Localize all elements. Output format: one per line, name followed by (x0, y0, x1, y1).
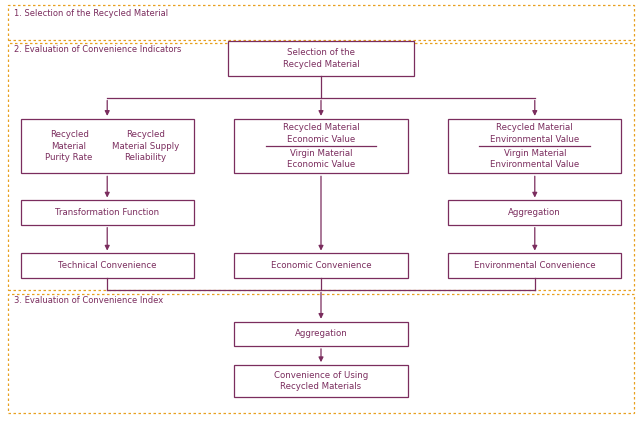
FancyBboxPatch shape (234, 365, 408, 397)
Text: Recycled
Material
Purity Rate: Recycled Material Purity Rate (46, 131, 92, 162)
FancyBboxPatch shape (21, 253, 194, 278)
Text: Recycled
Material Supply
Reliability: Recycled Material Supply Reliability (112, 131, 179, 162)
Text: 1. Selection of the Recycled Material: 1. Selection of the Recycled Material (14, 9, 168, 18)
Text: Virgin Material
Environmental Value: Virgin Material Environmental Value (490, 149, 580, 169)
Text: Recycled Material
Environmental Value: Recycled Material Environmental Value (490, 123, 580, 144)
FancyBboxPatch shape (21, 119, 194, 173)
Text: Aggregation: Aggregation (508, 208, 561, 217)
Text: Virgin Material
Economic Value: Virgin Material Economic Value (287, 149, 355, 169)
Text: Transformation Function: Transformation Function (55, 208, 159, 217)
FancyBboxPatch shape (234, 253, 408, 278)
Text: 3. Evaluation of Convenience Index: 3. Evaluation of Convenience Index (14, 296, 163, 305)
FancyBboxPatch shape (234, 119, 408, 173)
Text: Technical Convenience: Technical Convenience (58, 261, 157, 270)
FancyBboxPatch shape (234, 322, 408, 346)
FancyBboxPatch shape (228, 41, 414, 76)
FancyBboxPatch shape (448, 119, 621, 173)
FancyBboxPatch shape (21, 200, 194, 225)
Text: Aggregation: Aggregation (295, 329, 347, 338)
Text: Recycled Material
Economic Value: Recycled Material Economic Value (282, 123, 360, 144)
Text: Economic Convenience: Economic Convenience (271, 261, 371, 270)
Text: Selection of the
Recycled Material: Selection of the Recycled Material (282, 48, 360, 69)
Text: 2. Evaluation of Convenience Indicators: 2. Evaluation of Convenience Indicators (14, 45, 182, 54)
Text: Environmental Convenience: Environmental Convenience (474, 261, 596, 270)
Text: Convenience of Using
Recycled Materials: Convenience of Using Recycled Materials (274, 371, 368, 391)
FancyBboxPatch shape (448, 200, 621, 225)
FancyBboxPatch shape (448, 253, 621, 278)
